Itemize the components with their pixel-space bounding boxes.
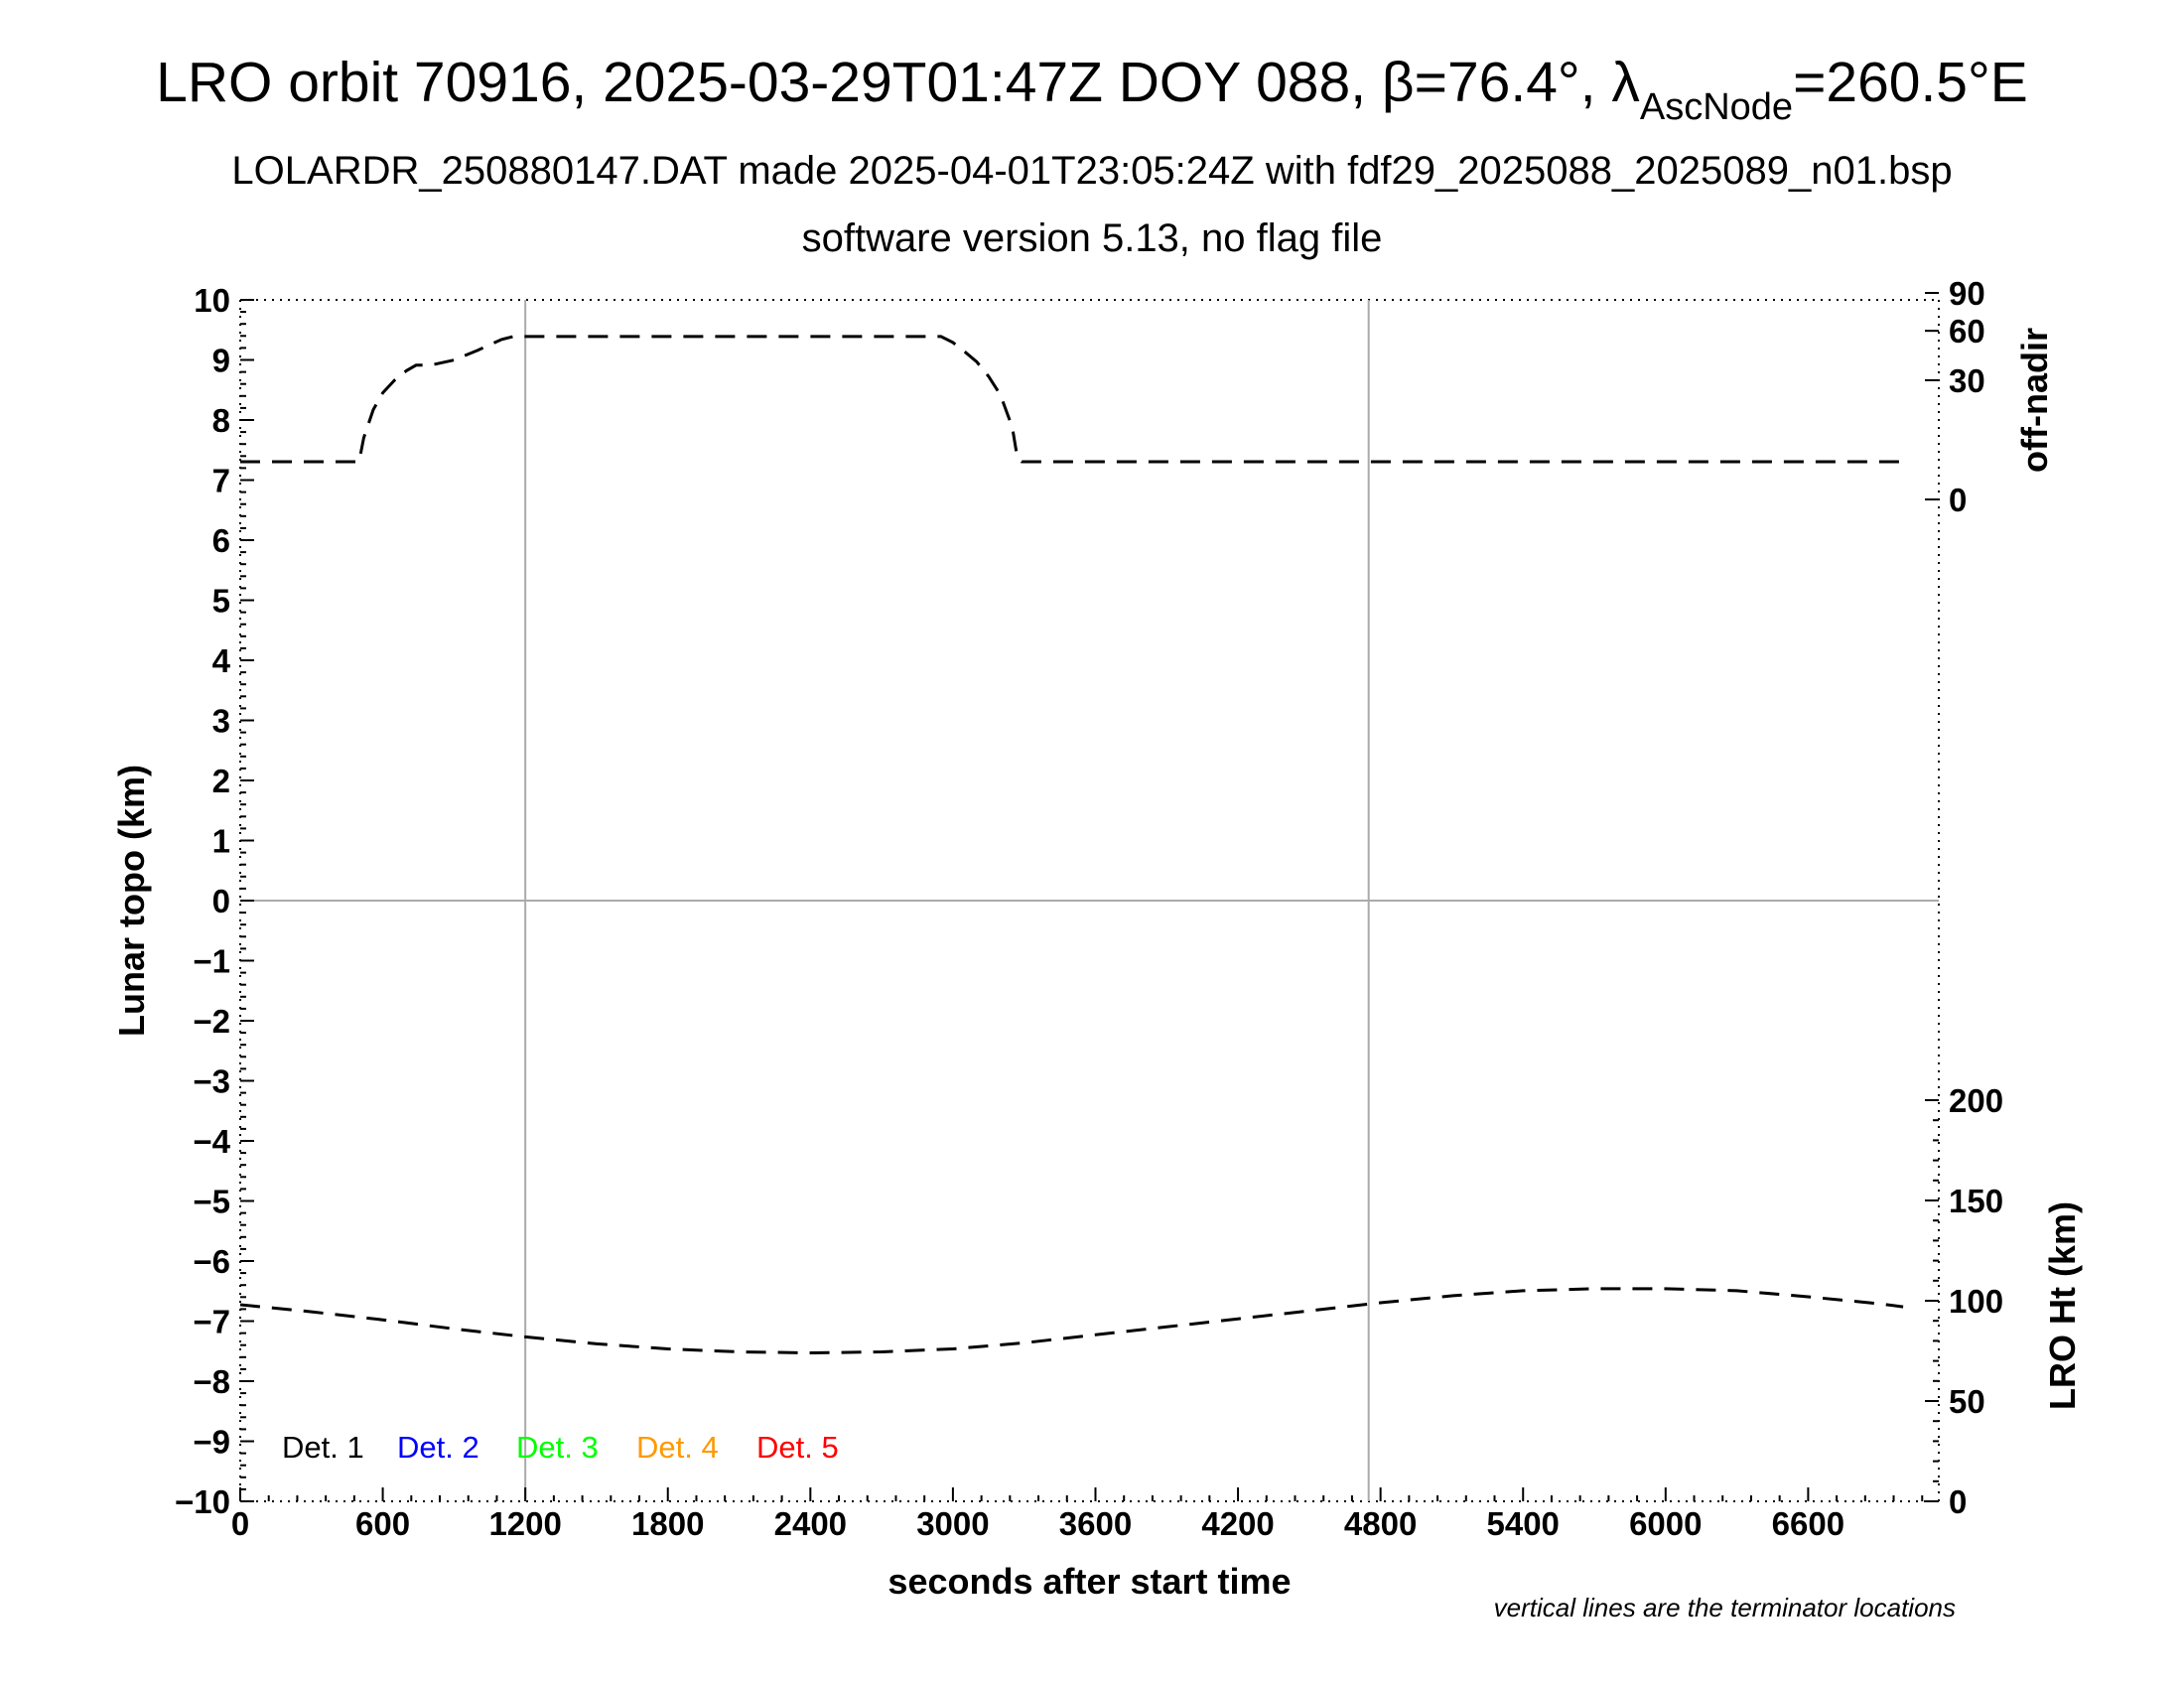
offnadir-tick-label: 0 xyxy=(1949,482,1967,518)
legend-item-det-1: Det. 1 xyxy=(282,1430,364,1465)
x-tick-label: 6600 xyxy=(1772,1505,1844,1542)
chart-subtitle: LOLARDR_250880147.DAT made 2025-04-01T23… xyxy=(231,149,1953,193)
x-tick-label: 4200 xyxy=(1201,1505,1274,1542)
legend-item-det-4: Det. 4 xyxy=(636,1430,719,1465)
offnadir-tick-label: 90 xyxy=(1949,275,1985,312)
x-tick-label: 1800 xyxy=(631,1505,704,1542)
x-tick-label: 2400 xyxy=(774,1505,847,1542)
software-version: software version 5.13, no flag file xyxy=(801,216,1383,260)
x-tick-label: 5400 xyxy=(1487,1505,1560,1542)
y-axis-title: Lunar topo (km) xyxy=(111,765,152,1037)
height-tick-label: 150 xyxy=(1949,1183,2003,1219)
height-tick-label: 200 xyxy=(1949,1082,2003,1119)
y-tick-label: 8 xyxy=(212,402,230,439)
legend-item-det-5: Det. 5 xyxy=(756,1430,839,1465)
y-tick-label: 1 xyxy=(212,823,230,860)
x-axis-title: seconds after start time xyxy=(887,1561,1291,1602)
y-tick-label: 9 xyxy=(212,343,230,379)
legend-item-det-2: Det. 2 xyxy=(397,1430,479,1465)
x-tick-label: 3600 xyxy=(1059,1505,1132,1542)
x-tick-label: 4800 xyxy=(1344,1505,1417,1542)
x-tick-label: 0 xyxy=(231,1505,249,1542)
x-tick-label: 600 xyxy=(355,1505,410,1542)
x-tick-label: 1200 xyxy=(488,1505,561,1542)
title-text: LRO orbit 70916, 2025-03-29T01:47Z DOY 0… xyxy=(156,51,1382,114)
y-tick-label: −5 xyxy=(193,1184,230,1220)
y-tick-label: 7 xyxy=(212,463,230,499)
beta-symbol: β xyxy=(1381,51,1415,114)
y-tick-label: −6 xyxy=(193,1243,230,1280)
offnadir-axis-title: off-nadir xyxy=(2014,328,2055,473)
height-tick-label: 50 xyxy=(1949,1383,1985,1420)
height-axis-title: LRO Ht (km) xyxy=(2042,1201,2083,1410)
y-tick-label: 5 xyxy=(212,583,230,620)
lambda-subscript: AscNode xyxy=(1639,86,1794,128)
y-tick-label: −3 xyxy=(193,1063,230,1100)
lambda-value: =260.5°E xyxy=(1793,51,2028,114)
x-tick-label: 6000 xyxy=(1629,1505,1702,1542)
lambda-symbol: λ xyxy=(1611,51,1640,114)
offnadir-tick-label: 30 xyxy=(1949,362,1985,399)
beta-value: =76.4°, xyxy=(1414,51,1612,114)
y-tick-label: 10 xyxy=(194,282,230,319)
y-tick-label: 2 xyxy=(212,763,230,799)
offnadir-tick-label: 60 xyxy=(1949,313,1985,350)
y-tick-label: −1 xyxy=(193,943,230,980)
y-tick-label: 6 xyxy=(212,522,230,559)
y-tick-label: −10 xyxy=(175,1483,230,1520)
y-tick-label: −7 xyxy=(193,1304,230,1340)
lro-height-series-line xyxy=(239,1287,1904,1355)
x-tick-label: 3000 xyxy=(916,1505,989,1542)
terminator-footnote: vertical lines are the terminator locati… xyxy=(1494,1593,1956,1622)
y-tick-label: −4 xyxy=(193,1123,230,1160)
y-tick-label: −2 xyxy=(193,1003,230,1040)
y-tick-label: −9 xyxy=(193,1424,230,1461)
y-tick-label: −8 xyxy=(193,1363,230,1400)
height-tick-label: 0 xyxy=(1949,1483,1967,1520)
height-tick-label: 100 xyxy=(1949,1283,2003,1320)
y-tick-label: 0 xyxy=(212,883,230,919)
y-tick-label: 4 xyxy=(212,642,231,679)
offnadir-series-line xyxy=(240,335,1904,464)
chart-title: LRO orbit 70916, 2025-03-29T01:47Z DOY 0… xyxy=(0,50,2184,128)
legend-item-det-3: Det. 3 xyxy=(516,1430,599,1465)
y-tick-label: 3 xyxy=(212,703,230,740)
